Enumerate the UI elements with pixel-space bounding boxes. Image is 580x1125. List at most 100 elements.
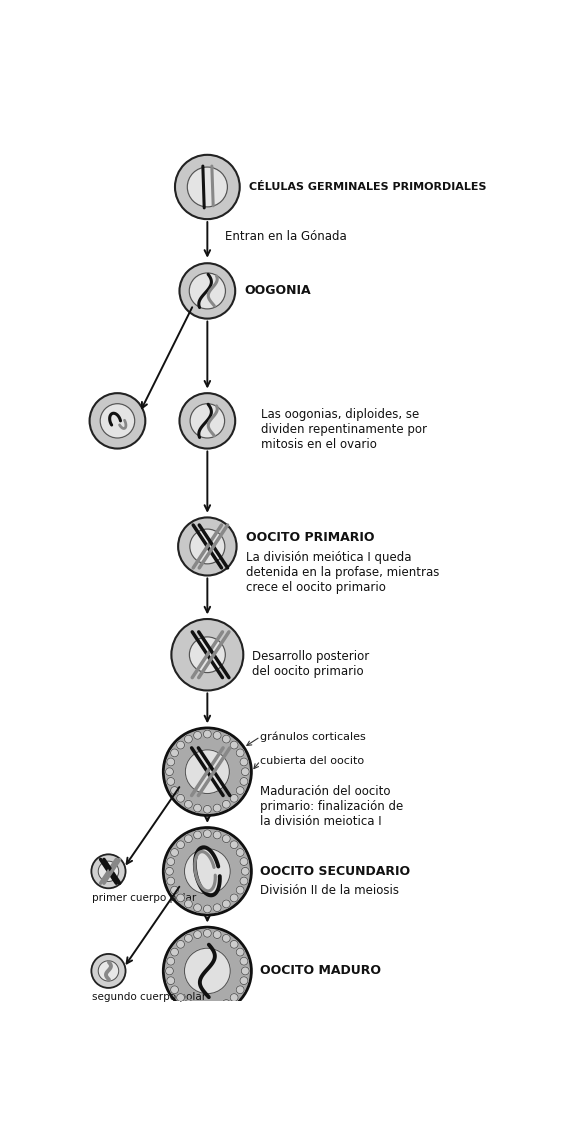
Ellipse shape <box>213 831 221 839</box>
Text: primer cuerpo polar: primer cuerpo polar <box>92 892 197 902</box>
Ellipse shape <box>204 730 211 738</box>
Ellipse shape <box>176 894 184 902</box>
Ellipse shape <box>236 986 244 993</box>
Text: Las oogonias, diploides, se
dividen repentinamente por
mitosis en el ovario: Las oogonias, diploides, se dividen repe… <box>261 408 427 451</box>
Text: División II de la meiosis: División II de la meiosis <box>260 884 400 898</box>
Ellipse shape <box>236 786 244 794</box>
Ellipse shape <box>165 767 173 775</box>
Ellipse shape <box>222 935 230 943</box>
Ellipse shape <box>194 731 201 739</box>
Ellipse shape <box>164 728 251 816</box>
Ellipse shape <box>204 1005 211 1012</box>
Ellipse shape <box>190 404 224 438</box>
Ellipse shape <box>204 904 211 912</box>
Ellipse shape <box>89 393 146 449</box>
Ellipse shape <box>213 903 221 911</box>
Text: OOCITO PRIMARIO: OOCITO PRIMARIO <box>245 531 374 544</box>
Ellipse shape <box>230 840 238 848</box>
Text: OOCITO SECUNDARIO: OOCITO SECUNDARIO <box>260 865 411 878</box>
Ellipse shape <box>184 848 230 894</box>
Ellipse shape <box>171 948 179 956</box>
Ellipse shape <box>230 993 238 1001</box>
Ellipse shape <box>164 828 251 915</box>
Ellipse shape <box>175 155 240 219</box>
Ellipse shape <box>176 940 184 948</box>
Ellipse shape <box>222 1000 230 1008</box>
Text: Desarrollo posterior
del oocito primario: Desarrollo posterior del oocito primario <box>252 650 369 678</box>
Ellipse shape <box>178 518 237 576</box>
Ellipse shape <box>194 831 201 839</box>
Ellipse shape <box>213 930 221 938</box>
Ellipse shape <box>240 758 248 766</box>
Ellipse shape <box>190 529 225 564</box>
Text: segundo cuerpo polar: segundo cuerpo polar <box>92 992 206 1002</box>
Text: Entran en la Gónada: Entran en la Gónada <box>225 231 347 243</box>
Ellipse shape <box>236 848 244 856</box>
Ellipse shape <box>176 840 184 848</box>
Ellipse shape <box>186 749 229 793</box>
Ellipse shape <box>171 749 179 757</box>
Ellipse shape <box>165 968 173 975</box>
Ellipse shape <box>167 957 175 965</box>
Ellipse shape <box>240 878 248 885</box>
Ellipse shape <box>167 976 175 984</box>
Ellipse shape <box>92 854 125 889</box>
Ellipse shape <box>240 976 248 984</box>
Ellipse shape <box>184 948 230 993</box>
Ellipse shape <box>204 929 211 937</box>
Text: CÉLULAS GERMINALES PRIMORDIALES: CÉLULAS GERMINALES PRIMORDIALES <box>249 182 486 192</box>
Text: Maduración del oocito
primario: finalización de
la división meiotica I: Maduración del oocito primario: finaliza… <box>260 785 404 828</box>
Ellipse shape <box>172 619 244 691</box>
Ellipse shape <box>241 767 249 775</box>
Ellipse shape <box>236 749 244 757</box>
Ellipse shape <box>241 867 249 875</box>
Ellipse shape <box>164 927 251 1015</box>
Ellipse shape <box>189 637 225 673</box>
Ellipse shape <box>184 735 193 742</box>
Ellipse shape <box>176 794 184 802</box>
Ellipse shape <box>100 404 135 438</box>
Ellipse shape <box>222 835 230 843</box>
Ellipse shape <box>189 273 226 309</box>
Ellipse shape <box>194 930 201 938</box>
Ellipse shape <box>222 800 230 808</box>
Ellipse shape <box>171 848 179 856</box>
Ellipse shape <box>184 835 193 843</box>
Ellipse shape <box>204 806 211 813</box>
Ellipse shape <box>240 777 248 785</box>
Ellipse shape <box>230 741 238 749</box>
Text: gránulos corticales: gránulos corticales <box>260 731 366 741</box>
Ellipse shape <box>230 940 238 948</box>
Ellipse shape <box>204 830 211 838</box>
Ellipse shape <box>240 957 248 965</box>
Ellipse shape <box>179 263 235 318</box>
Ellipse shape <box>194 804 201 812</box>
Ellipse shape <box>184 935 193 943</box>
Ellipse shape <box>240 857 248 865</box>
Ellipse shape <box>213 731 221 739</box>
Ellipse shape <box>213 1004 221 1011</box>
Ellipse shape <box>230 894 238 902</box>
Ellipse shape <box>194 1004 201 1011</box>
Ellipse shape <box>230 794 238 802</box>
Ellipse shape <box>222 900 230 908</box>
Ellipse shape <box>167 857 175 865</box>
Ellipse shape <box>171 986 179 993</box>
Ellipse shape <box>179 393 235 449</box>
Ellipse shape <box>167 777 175 785</box>
Ellipse shape <box>222 735 230 742</box>
Ellipse shape <box>176 741 184 749</box>
Ellipse shape <box>236 886 244 894</box>
Ellipse shape <box>165 867 173 875</box>
Ellipse shape <box>213 804 221 812</box>
Ellipse shape <box>184 1000 193 1008</box>
Ellipse shape <box>98 961 119 981</box>
Ellipse shape <box>187 166 227 207</box>
Ellipse shape <box>171 886 179 894</box>
Text: OOCITO MADURO: OOCITO MADURO <box>260 964 382 978</box>
Ellipse shape <box>184 900 193 908</box>
Ellipse shape <box>176 993 184 1001</box>
Ellipse shape <box>236 948 244 956</box>
Ellipse shape <box>171 786 179 794</box>
Ellipse shape <box>184 800 193 808</box>
